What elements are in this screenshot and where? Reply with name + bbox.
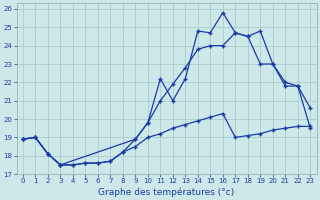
X-axis label: Graphe des températures (°c): Graphe des températures (°c) [99, 187, 235, 197]
